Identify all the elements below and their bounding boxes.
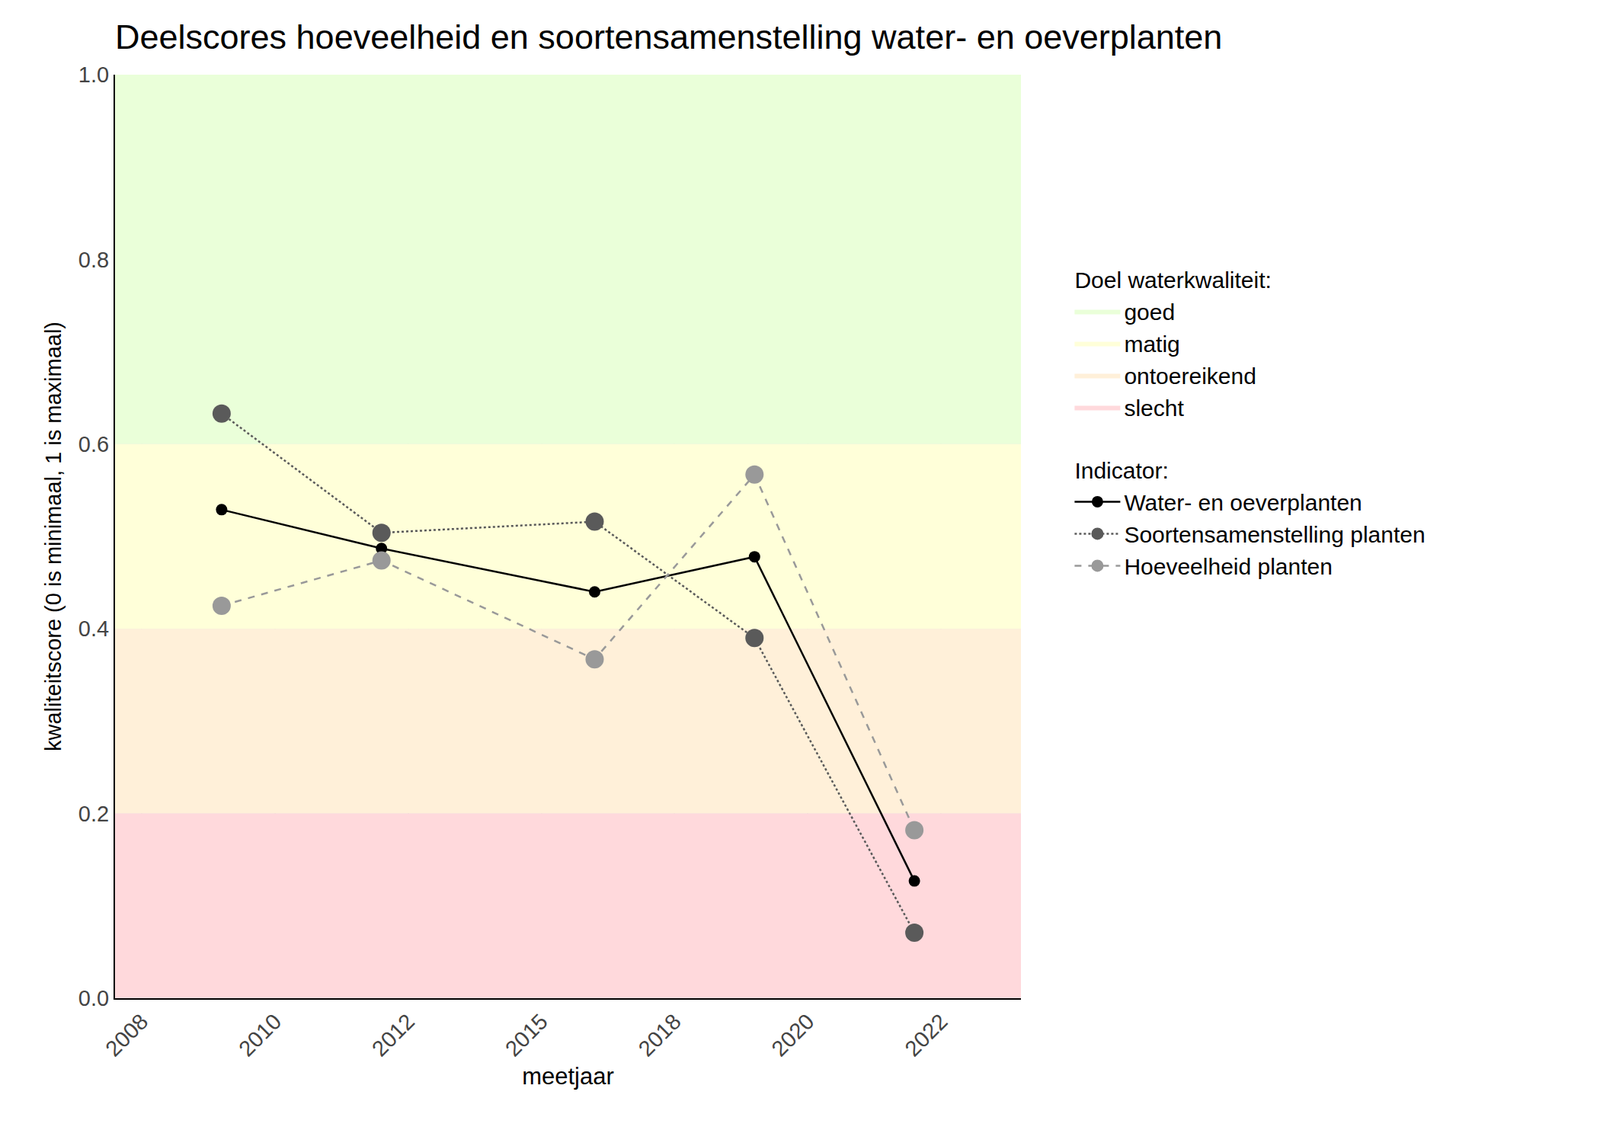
svg-text:kwaliteitscore (0 is minimaal,: kwaliteitscore (0 is minimaal, 1 is maxi… [41, 321, 66, 752]
svg-text:Soortensamenstelling planten: Soortensamenstelling planten [1123, 521, 1425, 548]
svg-text:Indicator:: Indicator: [1074, 457, 1168, 484]
svg-text:0.8: 0.8 [78, 247, 109, 272]
svg-text:0.2: 0.2 [78, 801, 109, 826]
svg-text:2012: 2012 [367, 1008, 420, 1061]
svg-text:2018: 2018 [633, 1008, 686, 1061]
svg-text:0.6: 0.6 [78, 432, 109, 457]
svg-text:0.4: 0.4 [78, 616, 109, 641]
svg-text:ontoereikend: ontoereikend [1123, 363, 1256, 389]
svg-text:2015: 2015 [500, 1008, 553, 1061]
svg-text:matig: matig [1123, 331, 1180, 357]
svg-text:2010: 2010 [233, 1008, 286, 1061]
svg-text:1.0: 1.0 [78, 62, 109, 87]
svg-text:Water- en oeverplanten: Water- en oeverplanten [1123, 489, 1362, 516]
svg-text:Deelscores hoeveelheid en soor: Deelscores hoeveelheid en soortensamenst… [115, 17, 1223, 57]
svg-text:2020: 2020 [766, 1008, 819, 1061]
svg-text:Doel waterkwaliteit:: Doel waterkwaliteit: [1074, 267, 1271, 293]
svg-text:goed: goed [1123, 299, 1175, 325]
svg-text:0.0: 0.0 [78, 985, 109, 1011]
svg-text:2008: 2008 [100, 1008, 153, 1061]
svg-text:Hoeveelheid planten: Hoeveelheid planten [1123, 553, 1333, 580]
svg-text:slecht: slecht [1123, 395, 1184, 421]
svg-text:2022: 2022 [899, 1008, 952, 1061]
svg-text:meetjaar: meetjaar [521, 1062, 615, 1090]
